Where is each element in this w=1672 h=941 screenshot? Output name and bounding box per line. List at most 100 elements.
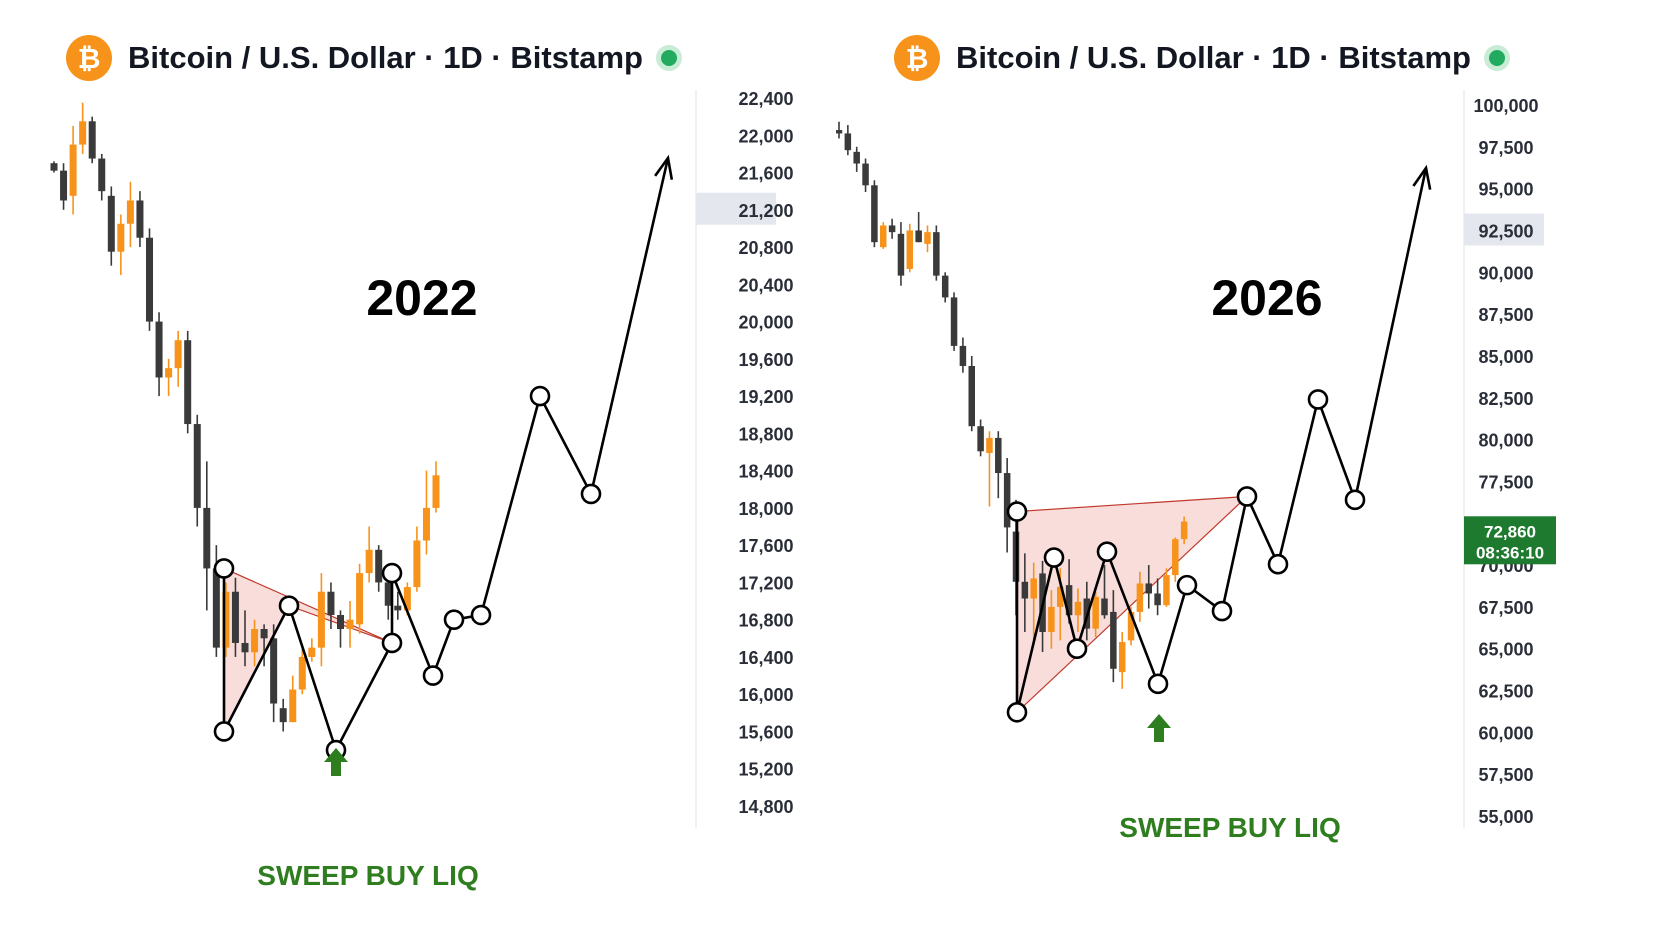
arrow-head-icon bbox=[654, 154, 674, 180]
y-tick-label: 55,000 bbox=[1478, 807, 1533, 827]
candle-body bbox=[1003, 473, 1011, 528]
y-tick-label: 97,500 bbox=[1478, 138, 1533, 158]
pivot-point bbox=[1006, 501, 1028, 522]
pivot-point bbox=[1211, 600, 1233, 622]
chart-panel-2022: ₿ Bitcoin / U.S. Dollar · 1D · Bitstamp … bbox=[0, 0, 836, 941]
candle-body bbox=[365, 549, 373, 574]
y-tick-label: 16,400 bbox=[738, 648, 793, 668]
candle-body bbox=[897, 233, 905, 276]
candle-body bbox=[203, 507, 211, 569]
y-tick-label: 62,500 bbox=[1478, 682, 1533, 702]
candle-body bbox=[1110, 611, 1117, 669]
candle-body bbox=[155, 321, 163, 378]
pivot-point bbox=[1267, 553, 1289, 575]
highlighted-tick-bg bbox=[696, 192, 776, 225]
bitcoin-logo-icon: ₿ bbox=[894, 35, 940, 81]
candle-body bbox=[356, 573, 364, 625]
candle-body bbox=[906, 230, 914, 269]
y-tick-label: 19,600 bbox=[738, 350, 793, 370]
symbol-title[interactable]: Bitcoin / U.S. Dollar · 1D · Bitstamp bbox=[128, 40, 643, 75]
y-tick-label: 18,000 bbox=[738, 499, 793, 519]
pivot-point bbox=[213, 558, 235, 579]
candle-body bbox=[165, 368, 173, 378]
candle-body bbox=[107, 195, 115, 252]
candle-body bbox=[60, 170, 68, 201]
candle-body bbox=[270, 638, 278, 704]
arrow-head-icon bbox=[1412, 164, 1432, 190]
pivot-point bbox=[580, 483, 602, 505]
y-tick-label: 90,000 bbox=[1478, 263, 1533, 283]
up-arrow-icon bbox=[324, 748, 348, 776]
y-tick-label: 18,400 bbox=[738, 462, 793, 482]
y-tick-label: 80,000 bbox=[1478, 431, 1533, 451]
y-tick-label: 15,200 bbox=[738, 760, 793, 780]
candle-body bbox=[933, 232, 940, 276]
y-tick-label: 57,500 bbox=[1478, 765, 1533, 785]
sweep-annotation: SWEEP BUY LIQ bbox=[1119, 812, 1340, 843]
candlestick-chart[interactable]: 2022 SWEEP BUY LIQ 22,400 22,000 21,600 21,… bbox=[0, 0, 836, 941]
candle-body bbox=[1021, 581, 1029, 599]
chart-panel-2026: ₿ Bitcoin / U.S. Dollar · 1D · Bitstamp … bbox=[836, 0, 1672, 941]
candle-body bbox=[403, 587, 411, 611]
last-price-value: 72,860 bbox=[1484, 522, 1536, 541]
candle-body bbox=[1092, 596, 1099, 629]
y-tick-label: 65,000 bbox=[1478, 640, 1533, 660]
candle-body bbox=[915, 230, 922, 243]
pivot-point bbox=[213, 721, 235, 742]
triangle-pattern bbox=[223, 567, 393, 732]
candle-body bbox=[346, 619, 354, 629]
sweep-annotation: SWEEP BUY LIQ bbox=[257, 860, 478, 891]
y-tick-label: 100,000 bbox=[1473, 96, 1538, 116]
candle-body bbox=[959, 345, 967, 366]
candle-body bbox=[327, 591, 335, 616]
y-tick-label: 15,600 bbox=[738, 722, 793, 742]
candle-body bbox=[79, 121, 87, 145]
candle-body bbox=[1154, 593, 1161, 606]
chart-header: ₿ Bitcoin / U.S. Dollar · 1D · Bitstamp bbox=[66, 34, 677, 82]
pivot-point bbox=[1344, 489, 1366, 511]
candle-body bbox=[968, 365, 975, 427]
pivot-point bbox=[1066, 638, 1088, 660]
candle-body bbox=[853, 151, 860, 164]
y-tick-label: 21,600 bbox=[738, 164, 793, 184]
pivot-point bbox=[422, 665, 444, 686]
candle-body bbox=[888, 225, 896, 233]
projection-path bbox=[222, 157, 670, 752]
y-tick-label: 87,500 bbox=[1478, 305, 1533, 325]
candle-body bbox=[1180, 521, 1188, 540]
candle-body bbox=[212, 568, 220, 648]
y-tick-label: 20,800 bbox=[738, 238, 793, 258]
y-tick-label: 92,500 bbox=[1478, 221, 1533, 241]
pivot-point bbox=[1147, 673, 1169, 695]
y-tick-label: 82,500 bbox=[1478, 389, 1533, 409]
pivot-point bbox=[470, 604, 492, 626]
y-tick-label: 77,500 bbox=[1478, 472, 1533, 492]
candle-body bbox=[1101, 598, 1108, 616]
y-tick-label: 60,000 bbox=[1478, 723, 1533, 743]
candle-body bbox=[184, 340, 192, 425]
candle-body bbox=[98, 158, 106, 192]
candle-body bbox=[422, 507, 430, 541]
candle-body bbox=[1145, 583, 1152, 594]
candle-body bbox=[394, 605, 402, 611]
pivot-point bbox=[1176, 574, 1198, 596]
pivot-point bbox=[381, 632, 403, 654]
y-tick-label: 19,200 bbox=[738, 387, 793, 407]
candle-body bbox=[880, 225, 887, 248]
candle-body bbox=[308, 647, 316, 657]
candle-body bbox=[337, 615, 344, 629]
year-label: 2026 bbox=[1211, 270, 1322, 326]
year-label: 2022 bbox=[366, 270, 477, 326]
candle-countdown: 08:36:10 bbox=[1476, 543, 1544, 562]
candlestick-chart[interactable]: 2026 SWEEP BUY LIQ 100,000 97,500 95,000 92… bbox=[836, 0, 1672, 941]
symbol-title[interactable]: Bitcoin / U.S. Dollar · 1D · Bitstamp bbox=[956, 40, 1471, 75]
live-status-dot-icon bbox=[661, 50, 677, 66]
live-status-dot-icon bbox=[1489, 50, 1505, 66]
candle-body bbox=[289, 689, 297, 723]
pivot-point bbox=[1307, 389, 1329, 410]
candle-body bbox=[375, 549, 383, 583]
candle-body bbox=[1118, 642, 1126, 673]
candle-body bbox=[298, 656, 306, 690]
candle-body bbox=[995, 437, 1002, 474]
y-tick-label: 16,800 bbox=[738, 611, 793, 631]
